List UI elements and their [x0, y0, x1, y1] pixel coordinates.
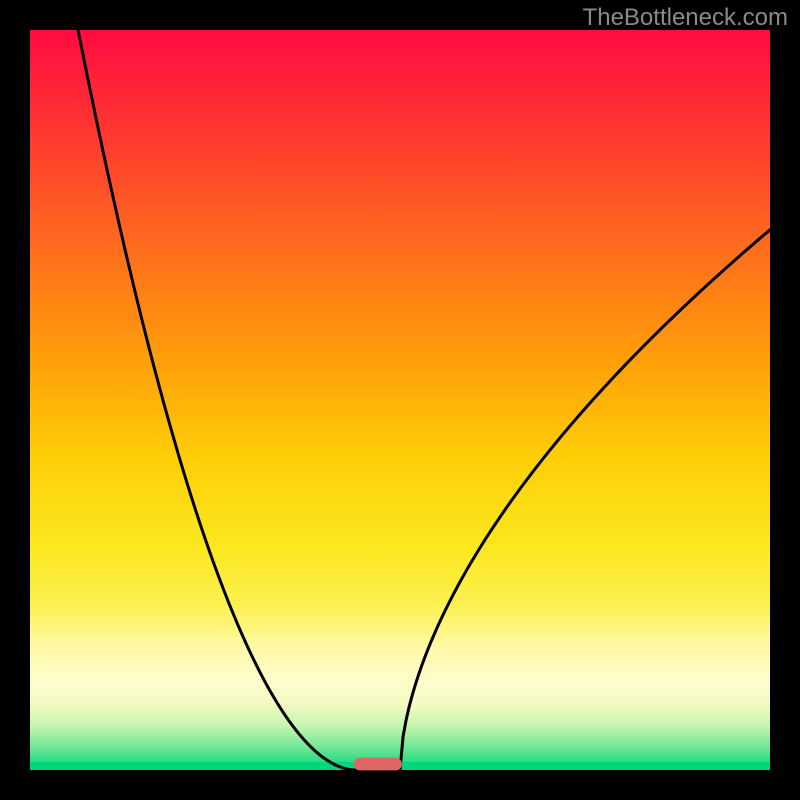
plot-background: [30, 30, 770, 770]
chart-container: TheBottleneck.com: [0, 0, 800, 800]
chart-svg: [0, 0, 800, 800]
cusp-marker: [354, 758, 402, 771]
